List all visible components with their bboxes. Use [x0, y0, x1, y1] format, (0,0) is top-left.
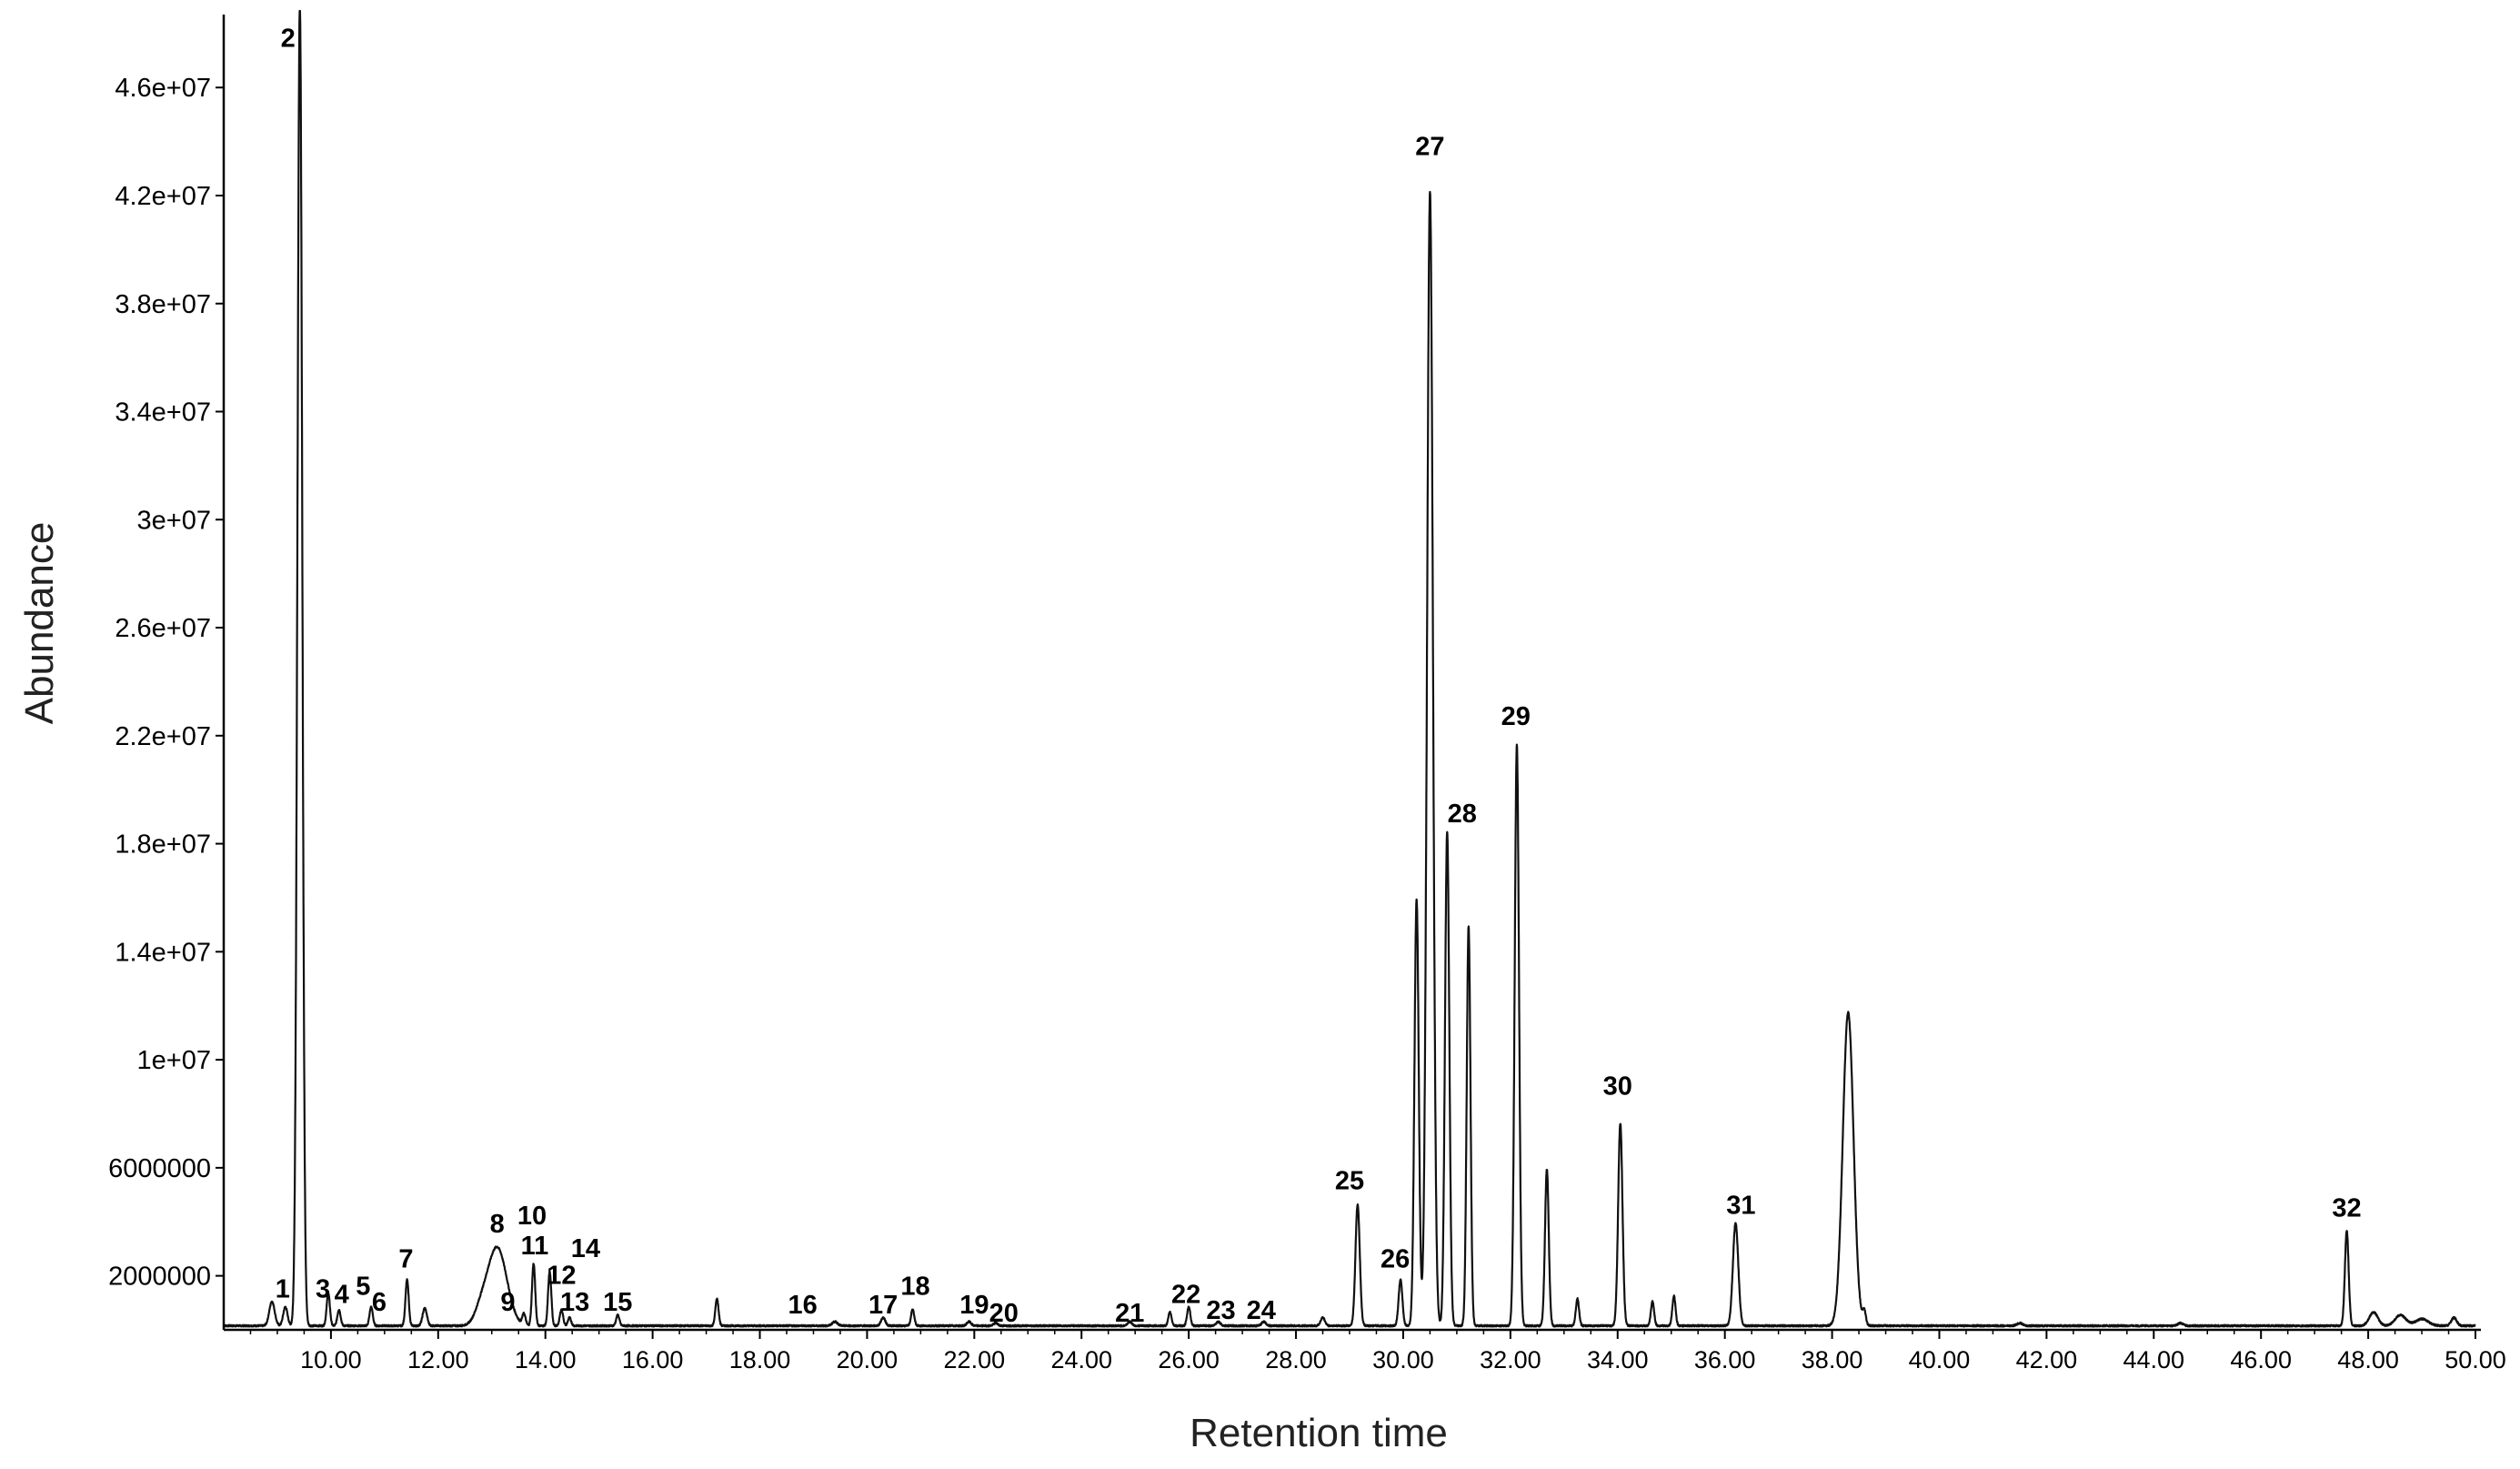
y-axis-ticks: 2000000 6000000 1e+07 1.4e+07 1.8e+07 2.2e+07… — [108, 74, 224, 1292]
x-tick-label: 30.00 — [1372, 1346, 1434, 1373]
y-tick-label: 3.4e+07 — [115, 398, 211, 428]
peak-label: 23 — [1206, 1296, 1235, 1325]
x-tick-label: 28.00 — [1265, 1346, 1327, 1373]
y-tick-label: 4.6e+07 — [115, 74, 211, 103]
peak-label: 14 — [571, 1234, 600, 1263]
peak-label: 3 — [316, 1274, 330, 1303]
peak-label: 11 — [521, 1232, 549, 1261]
peak-label: 15 — [603, 1288, 632, 1317]
peak-label: 2 — [281, 25, 296, 54]
y-tick-label: 4.2e+07 — [115, 182, 211, 211]
y-tick-label: 3e+07 — [137, 506, 211, 535]
peak-label: 22 — [1171, 1280, 1200, 1309]
x-tick-label: 22.00 — [944, 1346, 1006, 1373]
peak-label: 12 — [547, 1262, 576, 1291]
peak-label: 32 — [2332, 1193, 2361, 1222]
x-tick-label: 18.00 — [729, 1346, 791, 1373]
peak-label: 24 — [1247, 1296, 1276, 1325]
peak-label: 25 — [1335, 1167, 1364, 1196]
x-tick-label: 36.00 — [1694, 1346, 1756, 1373]
x-tick-label: 38.00 — [1802, 1346, 1863, 1373]
x-tick-label: 48.00 — [2337, 1346, 2399, 1373]
peak-label: 13 — [560, 1288, 589, 1317]
x-tick-label: 44.00 — [2123, 1346, 2184, 1373]
y-tick-label: 3.8e+07 — [115, 290, 211, 319]
x-tick-label: 14.00 — [515, 1346, 577, 1373]
peak-label: 19 — [959, 1291, 989, 1320]
peak-label: 29 — [1501, 702, 1531, 731]
x-tick-label: 20.00 — [837, 1346, 899, 1373]
peak-label: 30 — [1603, 1072, 1632, 1102]
x-tick-label: 42.00 — [2016, 1346, 2078, 1373]
peak-label: 18 — [900, 1272, 929, 1301]
peak-label: 9 — [500, 1288, 515, 1317]
peak-label: 7 — [398, 1245, 413, 1274]
y-tick-label: 2.2e+07 — [115, 722, 211, 751]
peak-label: 31 — [1726, 1191, 1755, 1220]
peak-label: 1 — [276, 1274, 290, 1303]
y-tick-label: 6000000 — [108, 1154, 211, 1183]
y-tick-label: 1.8e+07 — [115, 830, 211, 860]
peak-label: 26 — [1380, 1245, 1410, 1274]
peak-label: 17 — [868, 1291, 898, 1320]
y-tick-label: 1e+07 — [137, 1046, 211, 1075]
y-tick-label: 1.4e+07 — [115, 938, 211, 967]
x-tick-label: 40.00 — [1909, 1346, 1971, 1373]
peak-label: 20 — [989, 1299, 1019, 1328]
x-tick-label: 16.00 — [622, 1346, 684, 1373]
y-tick-label: 2000000 — [108, 1263, 211, 1292]
peak-label: 10 — [517, 1202, 547, 1231]
x-tick-label: 12.00 — [407, 1346, 469, 1373]
chromatogram-trace — [223, 9, 2476, 1328]
y-axis-title: Abundance — [17, 522, 62, 725]
peak-label: 4 — [335, 1280, 349, 1309]
x-tick-label: 34.00 — [1587, 1346, 1649, 1373]
peak-label: 5 — [356, 1272, 370, 1301]
y-tick-label: 2.6e+07 — [115, 614, 211, 643]
x-tick-label: 32.00 — [1480, 1346, 1541, 1373]
x-tick-label: 10.00 — [300, 1346, 362, 1373]
x-tick-label: 26.00 — [1158, 1346, 1220, 1373]
x-tick-label: 50.00 — [2445, 1346, 2506, 1373]
x-axis-ticks: 10.00 12.00 14.00 16.00 18.00 20.00 22.00 24.00… — [249, 1330, 2506, 1373]
peak-label: 8 — [490, 1210, 505, 1239]
peak-label: 21 — [1115, 1299, 1144, 1328]
x-tick-label: 24.00 — [1050, 1346, 1112, 1373]
peak-label: 27 — [1415, 132, 1444, 161]
peak-label: 28 — [1448, 800, 1477, 829]
x-tick-label: 46.00 — [2230, 1346, 2292, 1373]
peak-label: 6 — [372, 1288, 387, 1317]
x-axis-title: Retention time — [1190, 1411, 1448, 1455]
peak-label: 16 — [788, 1291, 818, 1320]
